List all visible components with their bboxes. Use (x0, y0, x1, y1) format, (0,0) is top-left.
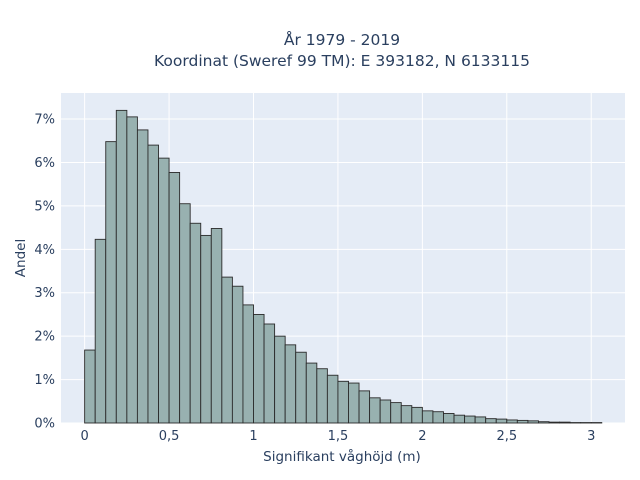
histogram-bar (284, 344, 297, 424)
histogram-bar (253, 313, 265, 424)
histogram-bar (136, 129, 149, 424)
x-tick-label: 1 (249, 429, 257, 444)
y-tick-label: 3% (34, 286, 55, 301)
histogram-bar (200, 234, 212, 424)
histogram-bar (221, 276, 233, 424)
histogram-bar (231, 285, 244, 424)
histogram-bar (316, 368, 328, 424)
histogram-bar (495, 418, 508, 424)
histogram-bar (126, 116, 138, 424)
histogram-bar (379, 399, 392, 424)
histogram-bar (179, 203, 191, 424)
histogram-bar (210, 228, 223, 424)
histogram-bar (400, 405, 413, 424)
x-tick-label: 2 (418, 429, 426, 444)
histogram-bar (115, 109, 128, 424)
x-axis-ticks: 0 0,5 1 1,5 2 2,5 3 (81, 429, 596, 444)
histogram-bar (147, 144, 159, 424)
chart-title: År 1979 - 2019 Koordinat (Sweref 99 TM):… (154, 30, 530, 70)
histogram-bar (443, 412, 455, 424)
histogram-bar (421, 410, 434, 424)
histogram-bar (538, 421, 550, 424)
y-tick-label: 0% (34, 417, 55, 432)
histogram-bar (326, 374, 339, 424)
x-tick-label: 3 (587, 429, 595, 444)
y-axis-title: Andel (13, 239, 29, 277)
x-tick-label: 0 (81, 429, 89, 444)
histogram-bar (263, 323, 276, 424)
y-tick-label: 2% (34, 330, 55, 345)
histogram-bar (432, 411, 444, 424)
title-line-2: Koordinat (Sweref 99 TM): E 393182, N 61… (154, 52, 530, 70)
histogram-bar (369, 397, 381, 424)
histogram-bar (506, 419, 518, 424)
y-axis-ticks: 0% 1% 2% 3% 4% 5% 6% 7% (34, 113, 55, 432)
histogram-bar (158, 157, 170, 424)
histogram-bar (485, 418, 497, 424)
histogram-bar (274, 335, 286, 424)
y-tick-label: 1% (34, 373, 55, 388)
histogram-bars (84, 109, 603, 424)
histogram-bar (242, 304, 254, 424)
x-tick-label: 0,5 (159, 429, 180, 444)
histogram-bar (305, 362, 318, 424)
histogram-bar (464, 415, 476, 424)
histogram-bar (453, 414, 466, 424)
histogram-bar (105, 141, 117, 424)
histogram-bar (474, 416, 487, 424)
histogram-bar (189, 222, 202, 424)
histogram-bar (94, 238, 107, 424)
histogram-bar (559, 421, 571, 424)
y-tick-label: 6% (34, 156, 55, 171)
histogram-bar (390, 402, 402, 424)
histogram-bar (348, 382, 360, 424)
histogram-bar (337, 380, 349, 424)
histogram-bar (527, 420, 539, 424)
histogram-bar (84, 349, 96, 424)
y-tick-label: 7% (34, 113, 55, 128)
x-tick-label: 2,5 (496, 429, 517, 444)
histogram-bar (358, 390, 371, 424)
x-axis-title: Signifikant våghöjd (m) (263, 448, 421, 465)
histogram-bar (516, 419, 529, 424)
title-line-1: År 1979 - 2019 (284, 30, 400, 49)
y-tick-label: 5% (34, 199, 55, 214)
histogram-bar (548, 421, 561, 424)
histogram-bar (168, 172, 181, 424)
y-tick-label: 4% (34, 243, 55, 258)
histogram-bar (295, 351, 307, 424)
histogram-bar (411, 406, 423, 424)
x-tick-label: 1,5 (328, 429, 349, 444)
